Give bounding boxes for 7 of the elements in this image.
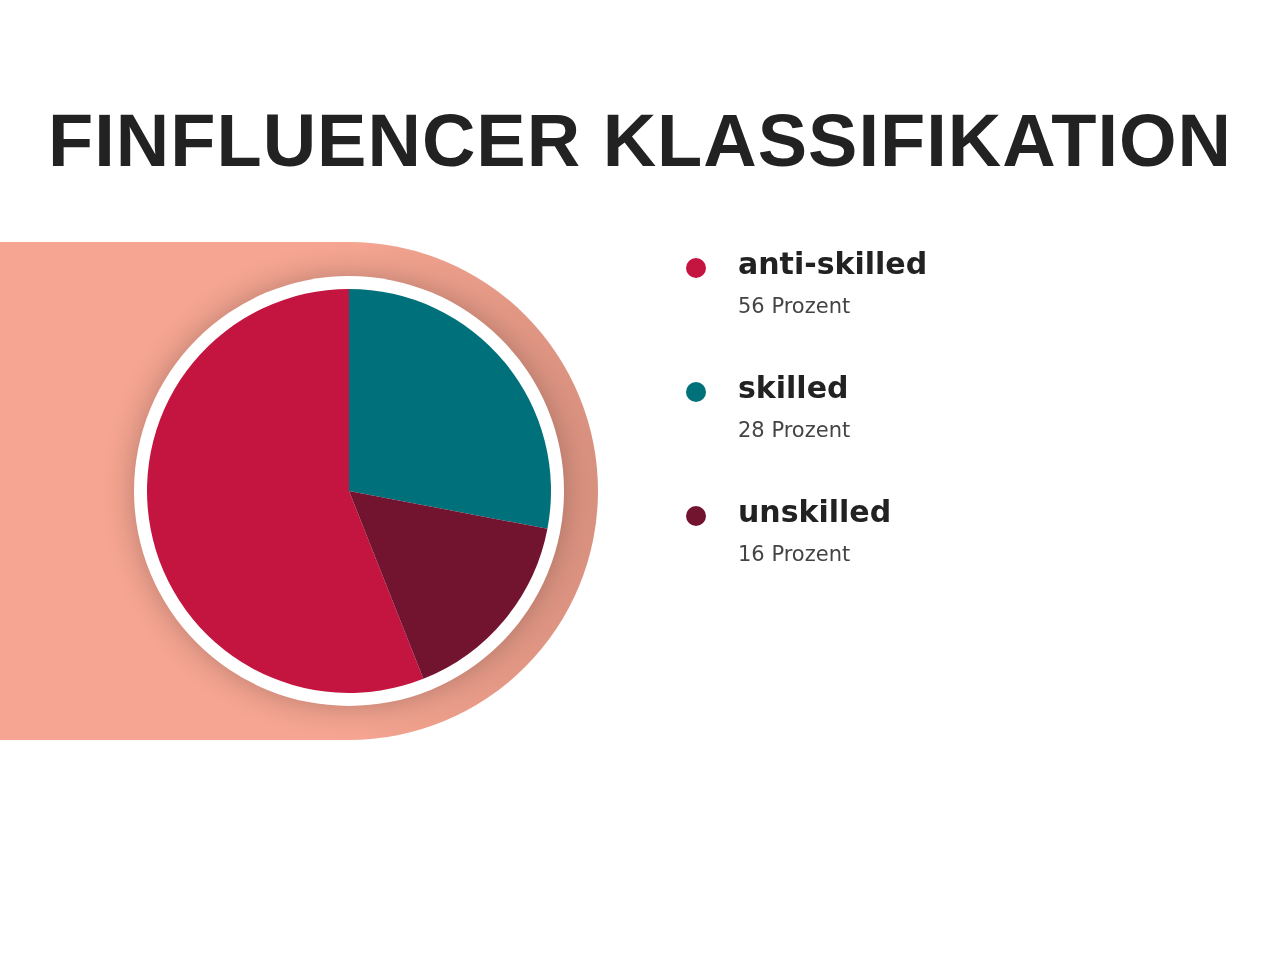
legend-label: anti-skilled [738,245,928,283]
data-label: 16 Prozent [738,542,852,566]
chart-title: FINFLUENCER KLASSIFIKATION [47,98,1233,183]
legend-label: unskilled [738,493,893,531]
legend-label: skilled [738,369,850,407]
data-label: 28 Prozent [738,418,852,442]
data-label: 56 Prozent [738,294,852,318]
